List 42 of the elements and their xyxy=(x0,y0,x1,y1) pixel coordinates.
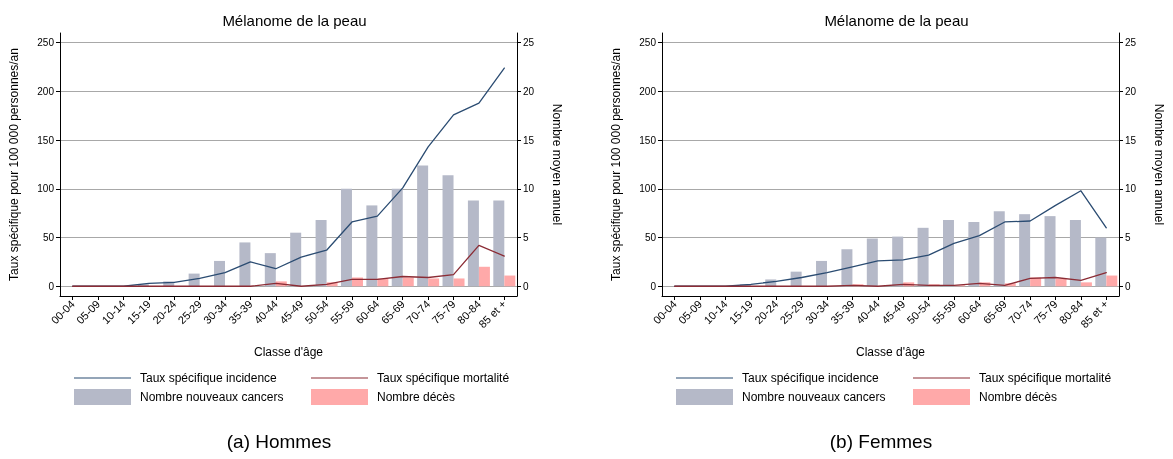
text: (a) Hommes xyxy=(226,431,332,452)
y2-tick-label: 10 xyxy=(1125,183,1137,195)
legend-label: Nombre nouveaux cancers xyxy=(742,390,886,404)
y2-tick-label: 20 xyxy=(523,85,535,97)
chart-title: Mélanome de la peau xyxy=(824,12,969,29)
y2-tick-label: 5 xyxy=(523,232,529,244)
y2-tick-label: 25 xyxy=(1125,37,1137,49)
legend-label: Nombre décès xyxy=(377,390,456,404)
y-tick-label: 50 xyxy=(644,232,657,244)
y-tick-label: 0 xyxy=(650,280,657,292)
y2-tick-label: 15 xyxy=(523,134,535,146)
y-tick-label: 100 xyxy=(37,183,55,195)
y-tick-label: 200 xyxy=(37,85,55,97)
x-axis-title: Classe d'âge xyxy=(254,345,324,359)
y2-tick-label: 25 xyxy=(523,37,535,49)
y-tick-label: 250 xyxy=(639,37,657,49)
x-axis-title: Classe d'âge xyxy=(856,345,926,359)
y2-tick-label: 15 xyxy=(1125,134,1137,146)
y-tick-label: 0 xyxy=(48,280,55,292)
y2-axis-title: Nombre moyen annuel xyxy=(1152,103,1166,226)
legend-label: Taux spécifique incidence xyxy=(742,371,880,385)
legend-label: Nombre nouveaux cancers xyxy=(140,390,284,404)
y2-axis-title: Nombre moyen annuel xyxy=(550,103,564,226)
chart-title: Mélanome de la peau xyxy=(222,12,367,29)
y-tick-label: 250 xyxy=(37,37,55,49)
y-tick-label: 150 xyxy=(639,134,657,146)
y2-tick-label: 0 xyxy=(523,280,529,292)
y-tick-label: 100 xyxy=(639,183,657,195)
y-axis-title: Taux spécifique pour 100 000 personnes/an xyxy=(609,48,623,281)
y2-tick-label: 5 xyxy=(1125,232,1131,244)
y-tick-label: 50 xyxy=(42,232,55,244)
legend-label: Taux spécifique mortalité xyxy=(979,371,1112,385)
y-tick-label: 200 xyxy=(639,85,657,97)
legend-label: Taux spécifique mortalité xyxy=(377,371,510,385)
y-axis-title: Taux spécifique pour 100 000 personnes/an xyxy=(7,48,21,281)
y-tick-label: 150 xyxy=(37,134,55,146)
text: (b) Femmes xyxy=(829,431,933,452)
legend-label: Taux spécifique incidence xyxy=(140,371,278,385)
y2-tick-label: 0 xyxy=(1125,280,1131,292)
legend-label: Nombre décès xyxy=(979,390,1058,404)
y2-tick-label: 10 xyxy=(523,183,535,195)
y2-tick-label: 20 xyxy=(1125,85,1137,97)
